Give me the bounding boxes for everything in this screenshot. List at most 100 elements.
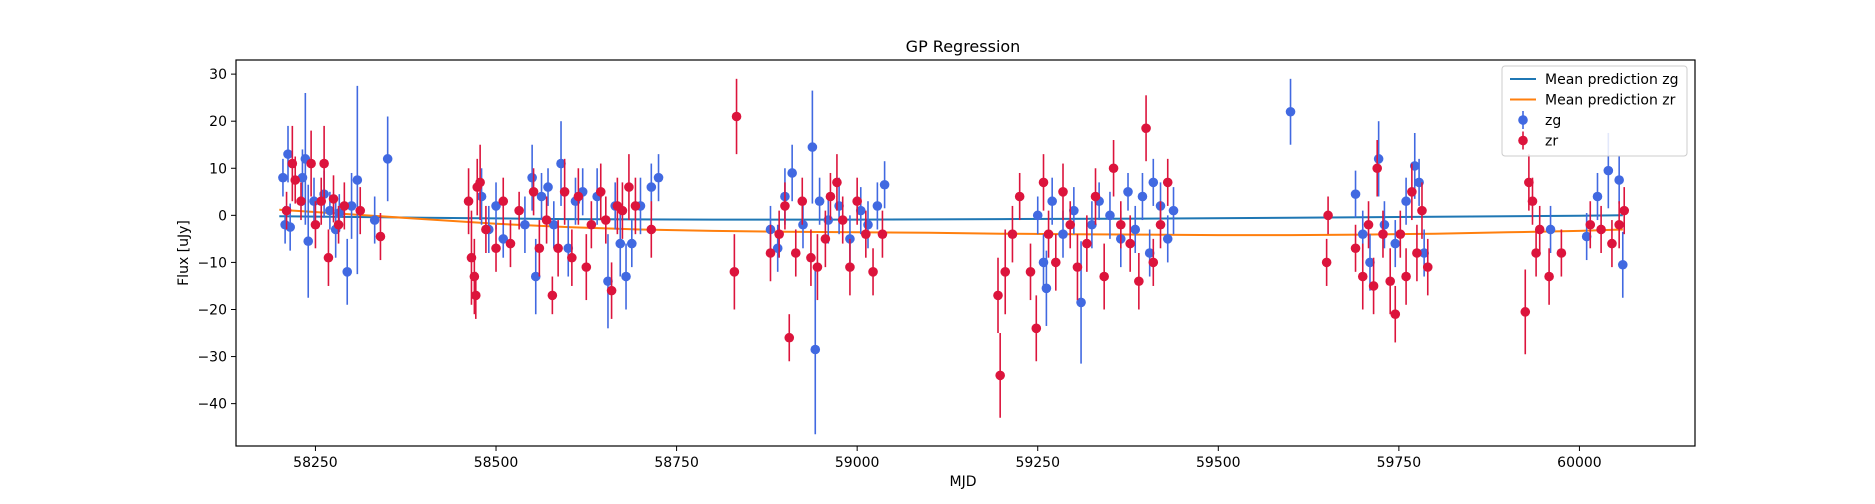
- data-point-zr: [1417, 205, 1427, 216]
- data-point-zg: [1137, 191, 1148, 202]
- y-tick-label: 20: [209, 114, 227, 130]
- y-tick-label: 0: [218, 208, 227, 224]
- data-point-zg: [1617, 259, 1628, 270]
- data-point-zr: [505, 238, 516, 249]
- data-marks: [278, 78, 1630, 435]
- data-point-zr: [1031, 323, 1042, 334]
- data-point-zg: [863, 219, 873, 230]
- data-point-zg: [872, 201, 883, 211]
- data-point-zr: [1614, 219, 1624, 230]
- data-point-zg: [527, 172, 537, 183]
- data-point-zr: [630, 201, 641, 211]
- data-point-zr: [290, 175, 301, 185]
- data-point-zg: [352, 175, 363, 185]
- data-point-zg: [382, 154, 393, 164]
- data-point-zr: [646, 224, 657, 235]
- data-point-zg: [1581, 231, 1592, 242]
- data-point-zg: [772, 243, 783, 254]
- y-axis-label: Flux [uJy]: [176, 220, 192, 286]
- data-point-zr: [790, 248, 801, 258]
- data-point-zr: [601, 215, 611, 225]
- data-point-zg: [498, 234, 509, 244]
- x-tick-label: 58750: [654, 455, 699, 471]
- data-point-zr: [1378, 229, 1388, 239]
- data-point-zg: [1603, 165, 1614, 176]
- legend-marker-swatch: [1518, 135, 1528, 146]
- data-point-zg: [283, 149, 293, 159]
- data-point-zg: [1390, 238, 1401, 249]
- data-point-zr: [463, 196, 474, 207]
- data-point-zg: [879, 179, 890, 190]
- data-point-zr: [1000, 267, 1011, 277]
- data-point-zr: [567, 252, 577, 263]
- data-point-zr: [573, 191, 584, 202]
- data-point-zg: [325, 205, 335, 216]
- data-point-zr: [586, 219, 597, 230]
- data-point-zr: [1357, 271, 1368, 282]
- legend: Mean prediction zg Mean prediction zr zg zr: [1501, 65, 1688, 157]
- data-point-zg: [814, 196, 825, 207]
- data-point-zr: [1148, 257, 1159, 268]
- data-point-zr: [296, 196, 306, 207]
- data-point-zr: [1412, 248, 1422, 258]
- data-point-zr: [765, 248, 776, 258]
- data-point-zg: [1130, 224, 1141, 235]
- series-zr: [281, 78, 1630, 418]
- data-point-zr: [784, 332, 795, 343]
- data-point-zg: [1041, 283, 1052, 294]
- data-point-zg: [543, 182, 553, 192]
- legend-label: zg: [1545, 113, 1561, 129]
- y-tick-label: −20: [197, 302, 227, 318]
- data-point-zr: [1544, 271, 1554, 282]
- data-point-zr: [306, 158, 316, 169]
- y-tick-label: −10: [197, 255, 227, 271]
- data-point-zr: [281, 205, 292, 216]
- data-point-zg: [1419, 248, 1429, 258]
- data-point-zr: [606, 285, 617, 296]
- data-point-zg: [1076, 297, 1086, 308]
- y-tick-label: −30: [197, 350, 227, 366]
- data-point-zr: [812, 262, 823, 272]
- data-point-zr: [1014, 191, 1025, 202]
- data-point-zr: [1401, 271, 1411, 282]
- data-point-zr: [1524, 177, 1534, 188]
- data-point-zg: [1148, 177, 1159, 188]
- legend-label: zr: [1545, 134, 1558, 150]
- data-point-zr: [1527, 196, 1538, 207]
- data-point-zg: [549, 219, 559, 230]
- data-point-zr: [1007, 229, 1018, 239]
- data-point-zg: [536, 191, 547, 202]
- data-point-zg: [309, 196, 319, 207]
- data-point-zr: [559, 187, 570, 197]
- data-point-zr: [729, 267, 740, 277]
- y-tick-label: 30: [209, 67, 227, 83]
- data-point-zr: [475, 177, 485, 188]
- data-point-zr: [1162, 177, 1173, 188]
- data-point-zr: [1363, 219, 1374, 230]
- data-point-zg: [810, 344, 821, 355]
- data-point-zr: [553, 243, 563, 254]
- data-point-zr: [1607, 238, 1617, 249]
- data-point-zr: [1395, 229, 1406, 239]
- data-point-zr: [1134, 276, 1144, 287]
- data-point-zr: [595, 187, 606, 197]
- data-point-zr: [1099, 271, 1109, 282]
- data-point-zg: [491, 201, 501, 211]
- data-point-zg: [556, 158, 566, 169]
- x-tick-label: 59750: [1377, 455, 1422, 471]
- legend-marker-swatch: [1518, 115, 1528, 125]
- data-point-zr: [1520, 307, 1531, 317]
- data-point-zr: [868, 267, 878, 277]
- data-point-zg: [1350, 189, 1361, 199]
- data-point-zr: [797, 196, 808, 207]
- data-point-zr: [1155, 219, 1166, 230]
- data-point-zr: [1072, 262, 1083, 272]
- data-point-zr: [820, 234, 831, 244]
- data-point-zr: [541, 215, 552, 225]
- data-point-zr: [993, 290, 1003, 301]
- data-point-zr: [995, 370, 1005, 381]
- legend-label: Mean prediction zr: [1545, 93, 1676, 109]
- data-point-zr: [328, 194, 339, 204]
- data-point-zg: [1285, 106, 1296, 117]
